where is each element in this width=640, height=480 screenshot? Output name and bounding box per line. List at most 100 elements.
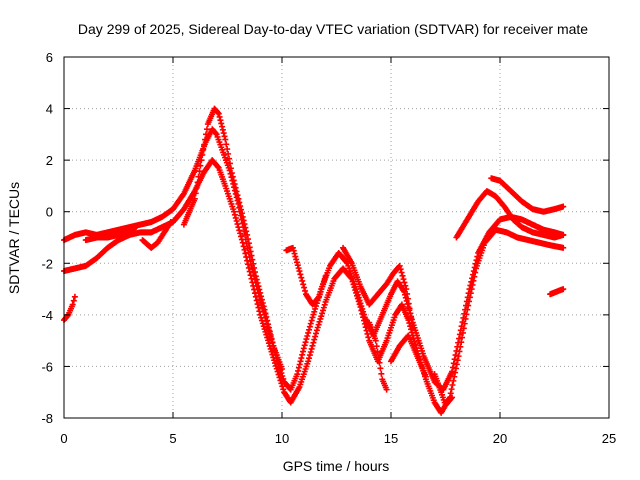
data-point (199, 151, 206, 158)
data-point (245, 240, 252, 247)
data-point (465, 302, 472, 309)
data-point (237, 203, 244, 210)
data-point (290, 247, 297, 254)
data-point (246, 244, 253, 251)
data-point (259, 320, 266, 327)
data-point (293, 259, 300, 266)
data-point (383, 386, 390, 393)
data-point (360, 317, 367, 324)
data-point (263, 313, 270, 320)
data-point (376, 359, 383, 366)
data-point (226, 160, 233, 167)
data-point (295, 265, 302, 272)
data-point (258, 293, 265, 300)
data-point (229, 173, 236, 180)
chart-title: Day 299 of 2025, Sidereal Day-to-day VTE… (78, 21, 588, 37)
data-point (251, 286, 258, 293)
data-point (321, 301, 328, 308)
data-point (265, 321, 272, 328)
data-point (255, 304, 262, 311)
x-axis-label: GPS time / hours (283, 458, 390, 474)
data-point (409, 324, 416, 331)
data-point (297, 358, 304, 365)
y-tick-label: 4 (46, 102, 53, 117)
data-point (216, 113, 223, 120)
data-point (240, 243, 247, 250)
data-point (247, 272, 254, 279)
data-point (275, 371, 282, 378)
data-point (399, 272, 406, 279)
data-point (350, 281, 357, 288)
data-series (453, 188, 567, 241)
data-point (452, 365, 459, 372)
data-point (303, 336, 310, 343)
data-point (231, 181, 238, 188)
data-point (239, 213, 246, 220)
y-tick-label: -8 (41, 411, 53, 426)
data-point (217, 117, 224, 124)
data-point (351, 284, 358, 291)
data-point (248, 252, 255, 259)
data-point (306, 326, 313, 333)
data-point (240, 217, 247, 224)
data-point (354, 295, 361, 302)
data-point (299, 277, 306, 284)
data-point (462, 315, 469, 322)
data-point (460, 325, 467, 332)
data-point (200, 146, 207, 153)
data-point (307, 320, 314, 327)
data-point (308, 317, 315, 324)
data-point (257, 311, 264, 318)
y-tick-label: -6 (41, 359, 53, 374)
data-series (283, 244, 329, 308)
data-point (242, 250, 249, 257)
data-point (267, 331, 274, 338)
x-tick-label: 5 (169, 431, 176, 446)
data-point (560, 203, 567, 210)
data-point (377, 365, 384, 372)
y-tick-label: 0 (46, 205, 53, 220)
data-point (297, 271, 304, 278)
data-point (466, 298, 473, 305)
data-point (452, 369, 459, 376)
data-point (221, 133, 228, 140)
data-point (239, 239, 246, 246)
data-series (366, 319, 390, 393)
data-point (215, 110, 222, 117)
data-point (203, 126, 210, 133)
data-point (254, 279, 261, 286)
data-point (451, 373, 458, 380)
data-point (310, 339, 317, 346)
data-point (404, 290, 411, 297)
data-point (253, 297, 260, 304)
data-point (227, 165, 234, 172)
data-point (401, 279, 408, 286)
data-point (318, 313, 325, 320)
data-point (192, 190, 199, 197)
data-point (305, 358, 312, 365)
data-series (340, 244, 416, 331)
data-point (252, 273, 259, 280)
data-point (273, 365, 280, 372)
data-point (232, 184, 239, 191)
data-point (472, 269, 479, 276)
data-point (560, 231, 567, 238)
data-point (193, 184, 200, 191)
data-point (258, 314, 265, 321)
data-point (243, 254, 250, 261)
data-series (388, 332, 429, 380)
data-point (244, 236, 251, 243)
data-point (299, 351, 306, 358)
data-point (218, 120, 225, 127)
data-point (261, 306, 268, 313)
data-point (264, 334, 271, 341)
data-point (253, 276, 260, 283)
data-point (301, 342, 308, 349)
data-point (259, 299, 266, 306)
data-point (278, 380, 285, 387)
data-point (197, 162, 204, 169)
data-point (405, 300, 412, 307)
data-point (250, 260, 257, 267)
data-point (300, 281, 307, 288)
